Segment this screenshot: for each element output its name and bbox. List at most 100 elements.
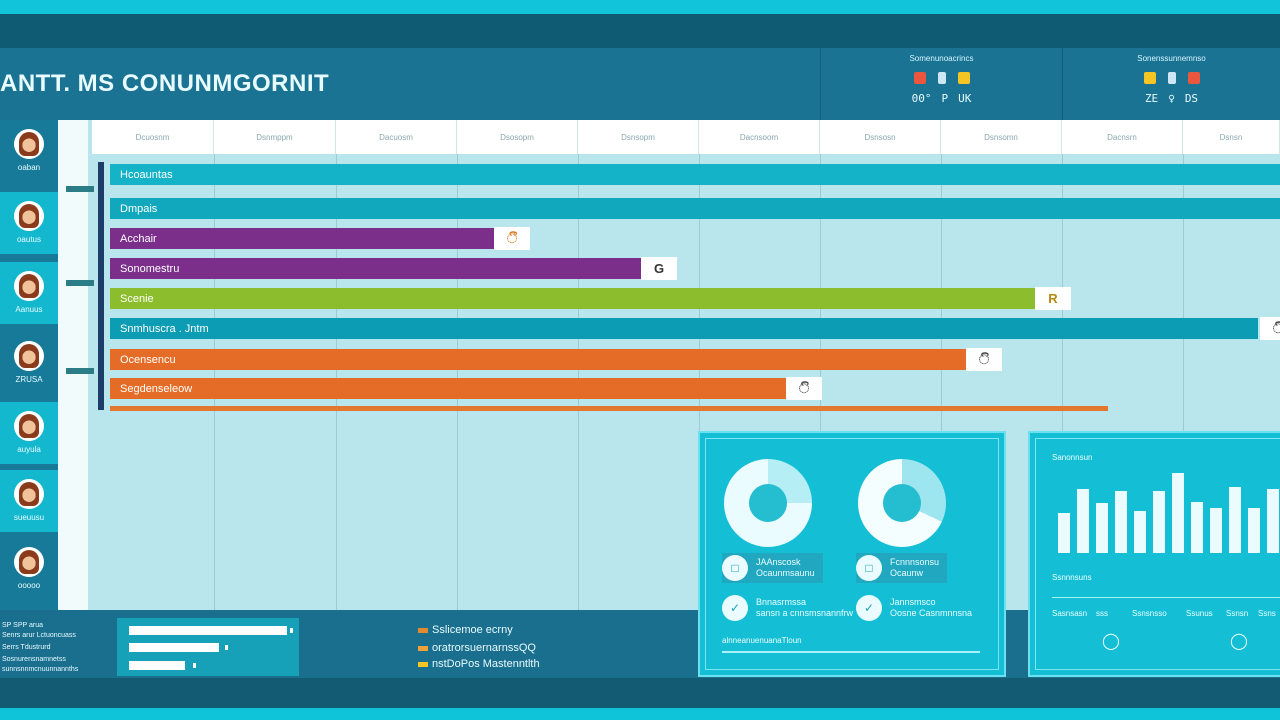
legend-text: Senrs arur Lctuoncuass bbox=[2, 632, 76, 639]
progress-slider[interactable] bbox=[129, 626, 287, 635]
task-bar[interactable]: Snmhuscra . Jntm bbox=[110, 318, 1258, 339]
donut-chart[interactable] bbox=[858, 459, 946, 547]
note-item: nstDoPos Mastenntlth bbox=[418, 658, 540, 670]
footer-dark-band bbox=[0, 678, 1280, 708]
legend-text: SP SPP arua bbox=[2, 622, 43, 629]
header-panel-caption: Sonenssunnemnso bbox=[1137, 54, 1206, 63]
column-header[interactable]: Dsnsopm bbox=[578, 120, 699, 154]
divider bbox=[1052, 597, 1280, 598]
person-name: oaban bbox=[17, 163, 41, 172]
bell-icon: ◯ bbox=[1230, 633, 1248, 650]
stat-item: □ Fcnnnsonsu Ocaunw bbox=[856, 553, 948, 583]
note-item: Sslicemoe ecrny bbox=[418, 624, 513, 636]
column-header[interactable]: Dacuosm bbox=[336, 120, 457, 154]
milestone-badge[interactable]: ි bbox=[1260, 317, 1280, 340]
column-header[interactable]: Dsnsosn bbox=[820, 120, 941, 154]
milestone-badge[interactable]: G bbox=[641, 257, 677, 280]
progress-sliders bbox=[117, 618, 299, 676]
note-swatch bbox=[418, 627, 428, 633]
chart-gutter bbox=[58, 120, 88, 610]
column-header[interactable]: Dacnsoom bbox=[699, 120, 820, 154]
task-bar[interactable]: Dmpais bbox=[110, 198, 1280, 219]
sidebar-person[interactable]: ZRUSA bbox=[0, 332, 58, 394]
clipboard-icon: □ bbox=[722, 555, 748, 581]
slider-handle[interactable] bbox=[290, 628, 293, 633]
header-value: DS bbox=[1184, 92, 1199, 105]
donut-summary-card: □ JAAnscosk Ocaunmsaunu □ Fcnnnsonsu Ocaunw … bbox=[698, 431, 1006, 677]
document-icon bbox=[937, 72, 946, 84]
column-header[interactable]: Dcuosnm bbox=[92, 120, 214, 154]
person-name: ZRUSA bbox=[15, 375, 43, 384]
person-name: sueuusu bbox=[13, 513, 45, 522]
progress-slider[interactable] bbox=[129, 643, 219, 652]
stat-label: sss bbox=[1096, 609, 1108, 618]
legend-text: sunnsnnmcnuunnannths bbox=[2, 666, 79, 673]
card-footer-label: alnneanuenuanaTloun bbox=[722, 636, 802, 645]
task-bar[interactable]: Scenie bbox=[110, 288, 1035, 309]
header-value: 00° bbox=[911, 92, 932, 105]
person-name: Aanuus bbox=[15, 305, 43, 314]
chart-icon: ✓ bbox=[856, 595, 882, 621]
donut-chart[interactable] bbox=[724, 459, 812, 547]
task-bar[interactable]: Acchair bbox=[110, 228, 494, 249]
gridline bbox=[1183, 154, 1184, 610]
milestone-badge[interactable]: ි bbox=[966, 348, 1002, 371]
slider-handle[interactable] bbox=[225, 645, 228, 650]
gridline bbox=[941, 154, 942, 610]
stat-item: ✓ Jannsmsco Oosne Casnmnnsna bbox=[856, 593, 972, 623]
sidebar-person[interactable]: ooooo bbox=[0, 538, 58, 600]
folder-icon bbox=[957, 72, 970, 84]
header: ANTT. MS CONUNMGORNIT Somenunoacrincs 00… bbox=[0, 48, 1280, 120]
legend-text: Serrs Tdustrurd bbox=[2, 644, 51, 651]
stat-item: ✓ Bnnasrmssa sansn a cnnsmsnannfrw bbox=[722, 593, 853, 623]
column-header[interactable]: Dsnmppm bbox=[214, 120, 336, 154]
alert-icon bbox=[913, 72, 926, 84]
chart-icon: ✓ bbox=[722, 595, 748, 621]
summary-bar[interactable] bbox=[110, 406, 1108, 411]
app-bar bbox=[0, 14, 1280, 48]
task-bar[interactable]: Segdenseleow bbox=[110, 378, 786, 399]
task-bar[interactable]: Ocensencu bbox=[110, 349, 966, 370]
stat-label: Ssnsn bbox=[1226, 609, 1249, 618]
sidebar-person[interactable]: oautus bbox=[0, 192, 58, 254]
stat-label: Sasnsasn bbox=[1052, 609, 1088, 618]
task-bar[interactable]: Sonomestru bbox=[110, 258, 641, 279]
header-panel-1[interactable]: Somenunoacrincs 00° P UK bbox=[820, 48, 1062, 120]
team-sidebar: oaban oautus Aanuus ZRUSA auyula sueuusu… bbox=[0, 120, 58, 610]
avatar bbox=[14, 547, 44, 577]
slider-handle[interactable] bbox=[193, 663, 196, 668]
progress-line bbox=[722, 651, 980, 653]
milestone-badge[interactable]: R bbox=[1035, 287, 1071, 310]
header-panel-2[interactable]: Sonenssunnemnso ZE ♀ DS bbox=[1062, 48, 1280, 120]
axis-tick bbox=[66, 186, 94, 192]
gridline bbox=[1062, 154, 1063, 610]
bar-summary-card: Sanonnsun Ssnnnsuns Sasnsasn sss Ssnsnss… bbox=[1028, 431, 1280, 677]
task-bar[interactable]: Hcoauntas bbox=[110, 164, 1280, 185]
sidebar-person[interactable]: sueuusu bbox=[0, 470, 58, 532]
column-header[interactable]: Dacnsrn bbox=[1062, 120, 1183, 154]
card-title: Sanonnsun bbox=[1052, 453, 1093, 462]
page-title: ANTT. MS CONUNMGORNIT bbox=[0, 70, 330, 97]
note-swatch bbox=[418, 661, 428, 667]
person-name: oautus bbox=[16, 235, 42, 244]
note-item: oratrorsuernarnssQQ bbox=[418, 642, 536, 654]
milestone-badge[interactable]: ී bbox=[494, 227, 530, 250]
stat-label: Ssnsnsso bbox=[1132, 609, 1167, 618]
sidebar-person[interactable]: Aanuus bbox=[0, 262, 58, 324]
mini-bar-chart[interactable] bbox=[1058, 473, 1280, 553]
avatar bbox=[14, 271, 44, 301]
stat-label: Ssns bbox=[1258, 609, 1276, 618]
column-header[interactable]: Dsnsomn bbox=[941, 120, 1062, 154]
note-swatch bbox=[418, 645, 428, 651]
header-value: ♀ bbox=[1168, 92, 1175, 105]
progress-slider[interactable] bbox=[129, 661, 185, 670]
column-header[interactable]: Dsosopm bbox=[457, 120, 578, 154]
sidebar-person[interactable]: oaban bbox=[0, 120, 58, 182]
gantt-chart: Dcuosnm Dsnmppm Dacuosm Dsosopm Dsnsopm … bbox=[58, 120, 1280, 610]
legend-text: Sosnurensnamnetss bbox=[2, 656, 66, 663]
milestone-badge[interactable]: ි bbox=[786, 377, 822, 400]
column-header[interactable]: Dsnsn bbox=[1183, 120, 1280, 154]
avatar bbox=[14, 479, 44, 509]
sidebar-person[interactable]: auyula bbox=[0, 402, 58, 464]
stat-label: Ssunus bbox=[1186, 609, 1213, 618]
